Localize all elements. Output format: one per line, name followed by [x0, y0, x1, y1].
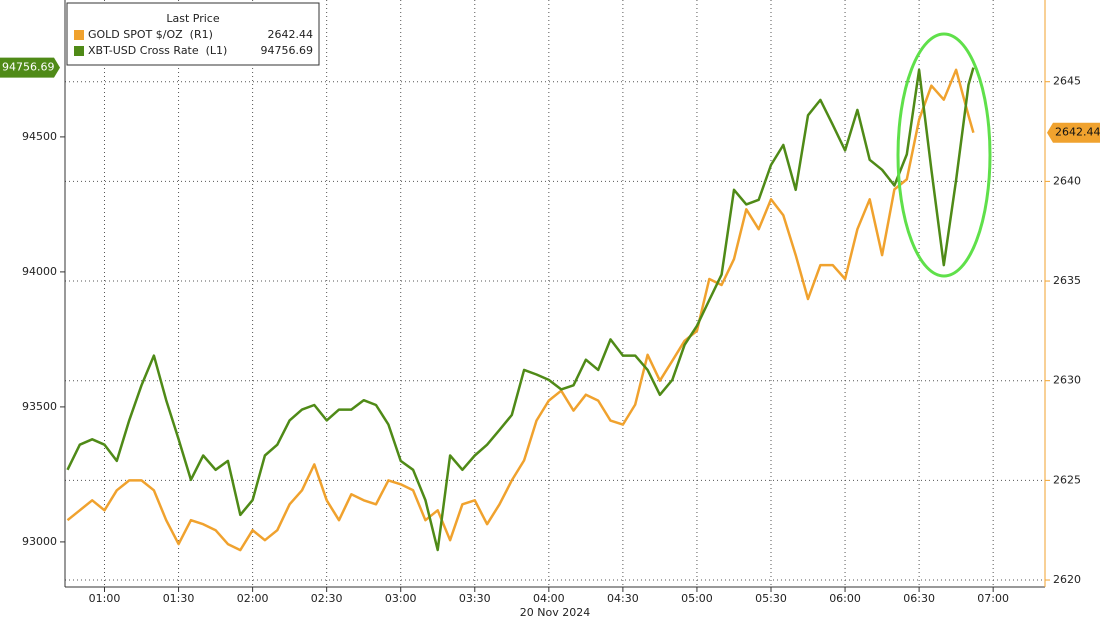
- x-tick-label: 07:00: [977, 592, 1009, 605]
- x-tick-label: 01:00: [89, 592, 121, 605]
- y2-tick-label: 2630: [1053, 374, 1081, 387]
- legend: Last Price GOLD SPOT $/OZ (R1) 2642.44 XBT…: [66, 2, 320, 66]
- x-tick-label: 06:00: [829, 592, 861, 605]
- legend-label: GOLD SPOT $/OZ (R1): [88, 28, 213, 41]
- y-tick-label: 94500: [22, 130, 57, 143]
- y2-tick-label: 2640: [1053, 174, 1081, 187]
- legend-label: XBT-USD Cross Rate (L1): [88, 44, 227, 57]
- y2-tick-label: 2625: [1053, 473, 1081, 486]
- y-tick-label: 93500: [22, 400, 57, 413]
- y2-tick-label: 2635: [1053, 274, 1081, 287]
- x-tick-label: 03:00: [385, 592, 417, 605]
- x-tick-label: 02:00: [237, 592, 269, 605]
- x-tick-label: 04:00: [533, 592, 565, 605]
- legend-swatch: [74, 30, 84, 40]
- legend-value: 94756.69: [261, 44, 314, 57]
- x-tick-label: 04:30: [607, 592, 639, 605]
- y-tick-label: 94000: [22, 265, 57, 278]
- x-tick-label: 02:30: [311, 592, 343, 605]
- legend-title: Last Price: [166, 12, 219, 25]
- last-value-tag: [1047, 122, 1100, 143]
- legend-swatch: [74, 46, 84, 56]
- last-value-tag: [0, 57, 60, 78]
- y2-tick-label: 2645: [1053, 75, 1081, 88]
- line-series: [66, 68, 975, 552]
- x-axis-label: 20 Nov 2024: [520, 606, 590, 619]
- x-tick-label: 06:30: [903, 592, 935, 605]
- last-value-label: 94756.69: [2, 61, 55, 74]
- x-tick-label: 01:30: [163, 592, 195, 605]
- x-tick-label: 03:30: [459, 592, 491, 605]
- highlight-ellipse: [896, 32, 992, 278]
- legend-value: 2642.44: [268, 28, 314, 41]
- legend-box: [66, 2, 320, 66]
- line-series: [66, 67, 975, 552]
- x-tick-label: 05:30: [755, 592, 787, 605]
- y-tick-label: 93000: [22, 535, 57, 548]
- y2-tick-label: 2620: [1053, 573, 1081, 586]
- x-tick-label: 05:00: [681, 592, 713, 605]
- last-value-label: 2642.44: [1055, 126, 1100, 139]
